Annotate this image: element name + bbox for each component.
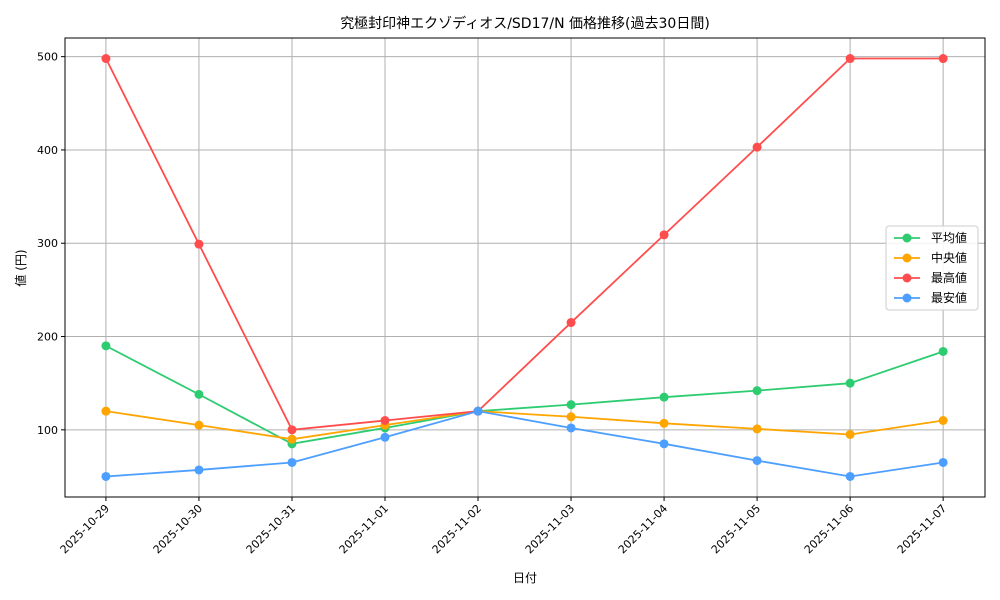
- x-tick-label: 2025-11-02: [430, 502, 484, 556]
- data-point: [194, 420, 204, 430]
- series-line: [105, 57, 944, 431]
- x-tick-label: 2025-11-04: [616, 502, 670, 556]
- legend-marker: [902, 293, 912, 303]
- data-point: [566, 423, 576, 433]
- legend-marker: [902, 273, 912, 283]
- data-point: [752, 142, 762, 152]
- data-point: [566, 400, 576, 410]
- data-point: [845, 378, 855, 388]
- legend-marker: [902, 233, 912, 243]
- data-point: [101, 54, 111, 64]
- data-point: [659, 230, 669, 240]
- data-point: [287, 457, 297, 467]
- data-point: [938, 346, 948, 356]
- data-point: [101, 341, 111, 351]
- data-point: [752, 424, 762, 434]
- y-tick-label: 300: [37, 237, 58, 250]
- legend-label: 最高値: [931, 270, 967, 285]
- data-point: [752, 386, 762, 396]
- data-point: [380, 416, 390, 425]
- legend-label: 最安値: [931, 290, 967, 305]
- data-point: [287, 425, 297, 435]
- data-point: [845, 471, 855, 481]
- y-axis-label: 値 (円): [13, 249, 28, 286]
- x-tick-label: 2025-10-30: [151, 502, 205, 556]
- data-point: [287, 434, 297, 444]
- data-point: [473, 406, 483, 416]
- data-point: [566, 318, 576, 328]
- legend-marker: [902, 253, 912, 263]
- data-point: [938, 416, 948, 425]
- data-point: [566, 412, 576, 422]
- plot-frame: [64, 37, 986, 498]
- chart-title: 究極封印神エクゾディオス/SD17/N 価格推移(過去30日間): [340, 15, 710, 32]
- data-point: [845, 429, 855, 439]
- x-tick-label: 2025-11-05: [709, 502, 763, 556]
- legend-label: 中央値: [931, 250, 967, 265]
- legend-box: [885, 225, 979, 311]
- series-line: [105, 345, 944, 445]
- x-tick-label: 2025-10-29: [58, 502, 112, 556]
- data-point: [101, 406, 111, 416]
- x-tick-label: 2025-11-01: [337, 502, 391, 556]
- x-axis-label: 日付: [513, 571, 537, 585]
- y-tick-label: 200: [37, 331, 58, 344]
- series-line: [105, 410, 944, 441]
- data-point: [194, 465, 204, 475]
- series-line: [105, 410, 944, 478]
- data-point: [380, 432, 390, 442]
- x-tick-label: 2025-11-07: [895, 502, 949, 556]
- x-tick-label: 2025-10-31: [244, 502, 298, 556]
- x-tick-label: 2025-11-06: [802, 502, 856, 556]
- data-point: [938, 54, 948, 64]
- data-point: [938, 457, 948, 467]
- legend-label: 平均値: [931, 230, 967, 245]
- y-tick-label: 100: [37, 424, 58, 437]
- x-tick-label: 2025-11-03: [523, 502, 577, 556]
- data-point: [845, 54, 855, 64]
- data-point: [194, 239, 204, 249]
- data-point: [659, 418, 669, 428]
- data-point: [101, 471, 111, 481]
- data-point: [194, 389, 204, 399]
- data-point: [659, 439, 669, 449]
- data-point: [752, 456, 762, 466]
- y-tick-label: 400: [37, 144, 58, 157]
- data-point: [659, 392, 669, 402]
- y-tick-label: 500: [37, 51, 58, 64]
